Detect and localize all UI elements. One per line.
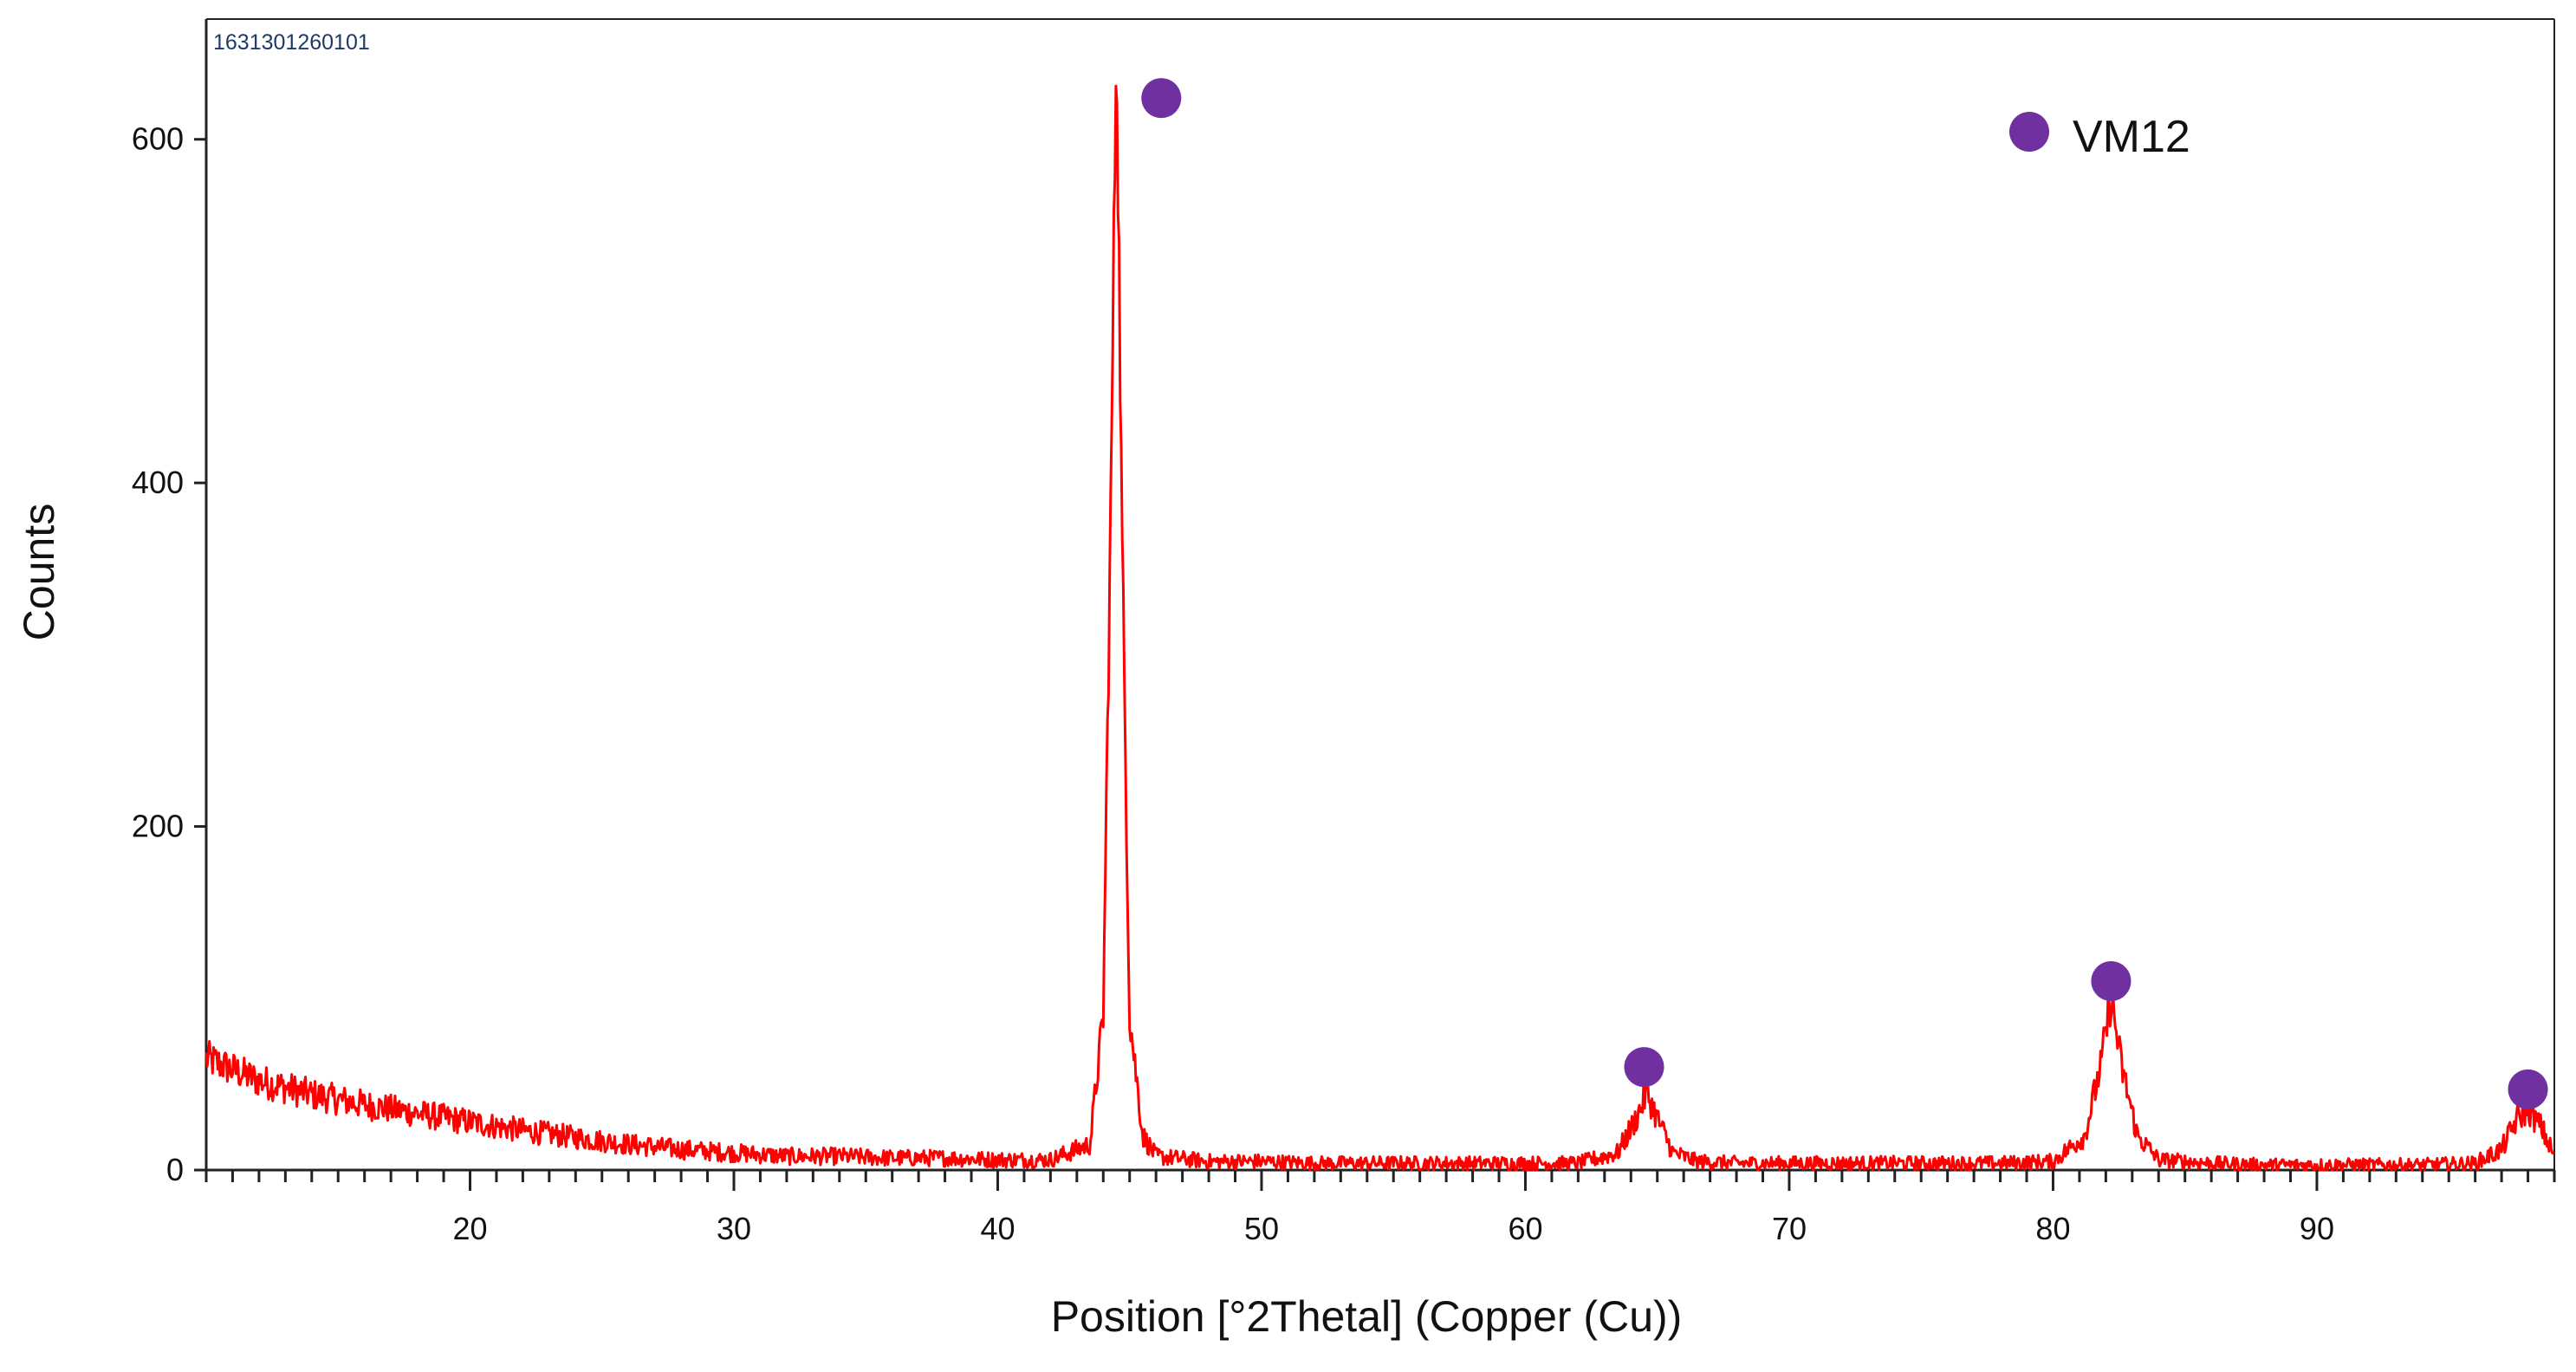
x-axis-label: Position [°2Thetal] (Copper (Cu))	[1051, 1292, 1683, 1341]
peak-marker	[2091, 960, 2132, 1001]
peak-marker	[1141, 78, 1182, 119]
x-axis-ticks: 20 30 40 50 60 70 80 90	[204, 1170, 2556, 1246]
legend-marker	[2009, 112, 2049, 152]
x-tick-label: 60	[1508, 1211, 1542, 1246]
series-line	[204, 84, 2555, 1172]
y-tick-label: 0	[166, 1152, 184, 1187]
legend: VM12	[2009, 112, 2190, 162]
peak-marker	[2508, 1069, 2548, 1109]
series-layer	[204, 84, 2555, 1172]
legend-label: VM12	[2073, 112, 2190, 162]
peak-marker	[1624, 1047, 1664, 1088]
y-tick-label: 400	[132, 465, 184, 500]
x-tick-label: 30	[717, 1211, 751, 1246]
sample-id-label: 1631301260101	[213, 30, 370, 55]
y-axis-label: Counts	[15, 504, 63, 640]
plot-frame	[204, 18, 2555, 1172]
peak-markers	[1141, 78, 2548, 1109]
y-tick-label: 200	[132, 809, 184, 844]
x-tick-label: 20	[452, 1211, 487, 1246]
y-tick-label: 600	[132, 121, 184, 157]
x-tick-label: 50	[1244, 1211, 1279, 1246]
x-tick-label: 70	[1772, 1211, 1807, 1246]
x-tick-label: 80	[2035, 1211, 2070, 1246]
y-axis-ticks: 0 200 400 600	[132, 121, 206, 1187]
x-tick-label: 40	[980, 1211, 1015, 1246]
x-tick-label: 90	[2300, 1211, 2334, 1246]
